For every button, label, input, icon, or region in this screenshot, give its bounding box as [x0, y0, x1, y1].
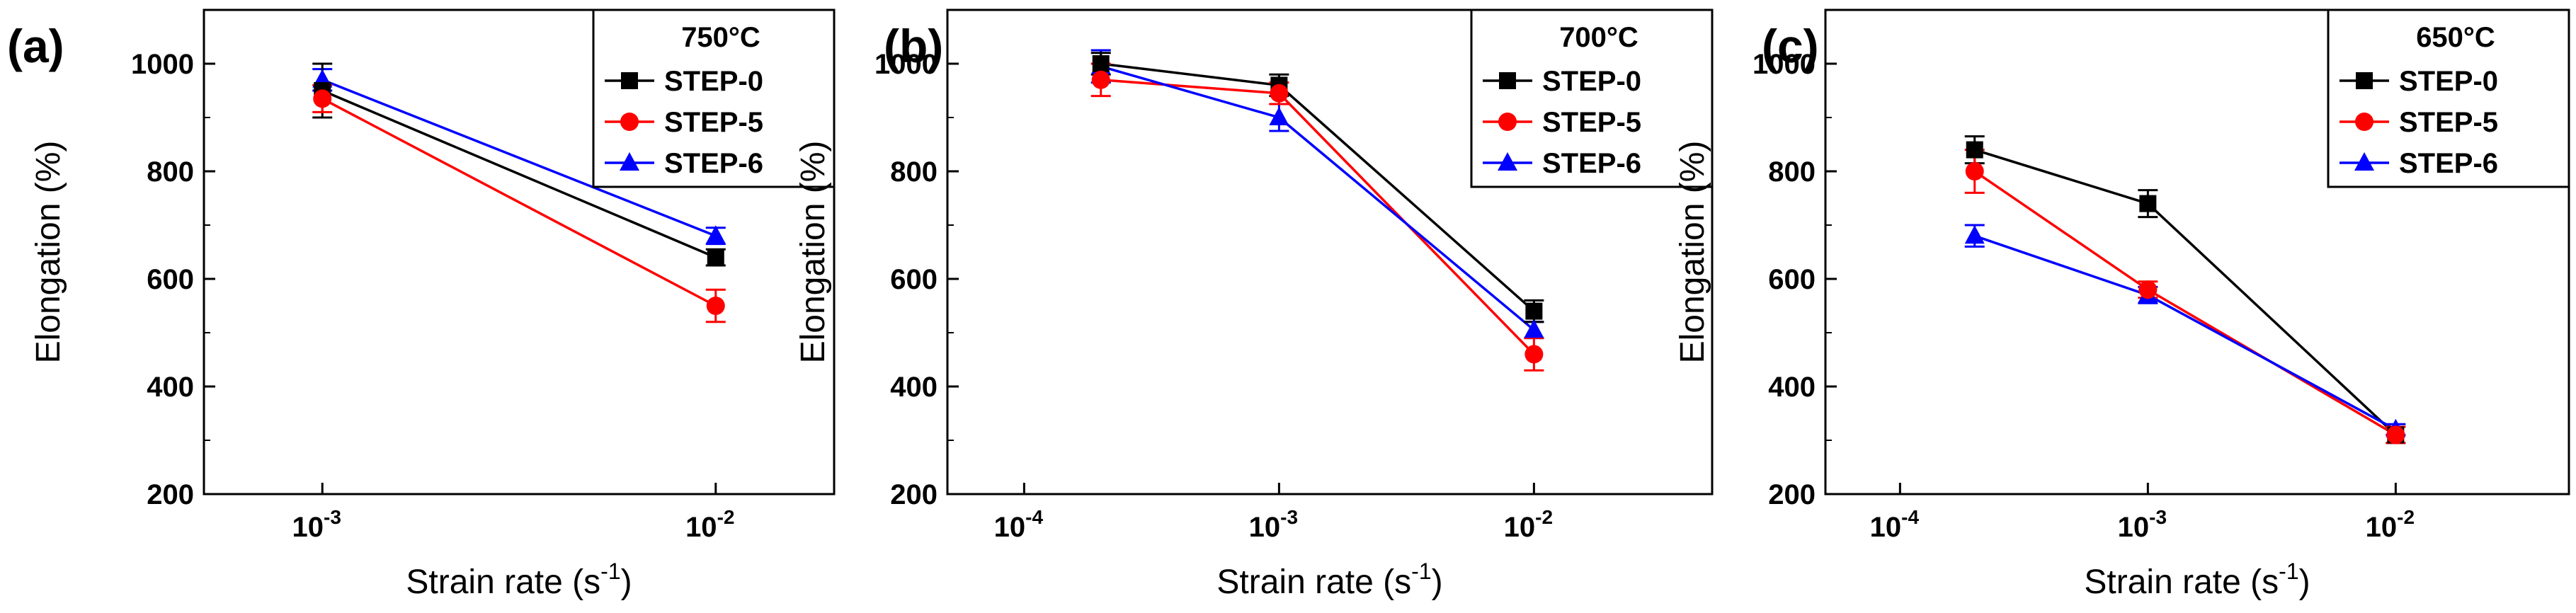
series-line-step-6: [1100, 65, 1535, 331]
legend-marker-step-6: [2354, 152, 2374, 171]
legend-marker-step-6: [620, 152, 639, 171]
y-axis-title: Elongation (%): [794, 141, 832, 364]
legend-marker-step-0: [621, 72, 638, 89]
y-tick-label: 600: [1768, 264, 1816, 295]
y-tick-label: 1000: [131, 49, 194, 80]
data-point-step-5: [2386, 425, 2405, 445]
y-tick-label: 800: [1768, 156, 1816, 188]
series-line-step-5: [1100, 79, 1535, 355]
panel-c: (c) 200 400 600 800 1000 10-4 10-3 10-2 Strain ra…: [1674, 8, 2570, 601]
panel-b: (b) 200 400 600 800 1000 10-4 10-3 10-2 Strain ra…: [794, 8, 1714, 601]
series-line-step-0: [1974, 148, 2397, 436]
plot-frame: [946, 8, 1714, 495]
data-point-step-0: [1966, 141, 1983, 159]
x-tick-label: 10-3: [2118, 506, 2167, 543]
legend-label: STEP-6: [664, 148, 763, 179]
data-point-step-5: [313, 89, 332, 108]
data-point-step-5: [1270, 84, 1289, 103]
legend-title: 750°C: [681, 22, 760, 53]
x-axis-title: Strain rate (s-1): [406, 558, 632, 601]
x-tick-label: 10-3: [292, 506, 341, 543]
y-axis-title: Elongation (%): [1674, 141, 1711, 364]
series-line-step-6: [321, 79, 717, 237]
y-tick-label: 400: [890, 372, 937, 403]
y-tick-label: 200: [1768, 479, 1816, 510]
x-tick-label: 10-2: [2366, 506, 2415, 543]
data-point-step-6: [705, 225, 726, 244]
legend-label: STEP-5: [664, 107, 763, 138]
series-line-step-0: [321, 89, 717, 259]
y-tick-label: 1000: [1753, 49, 1816, 80]
data-point-step-6: [1269, 107, 1289, 125]
legend-marker-step-5: [2355, 113, 2373, 131]
y-tick-label: 400: [147, 372, 194, 403]
legend-marker-step-0: [1499, 72, 1516, 89]
series-line-step-0: [1100, 62, 1535, 312]
legend-box: [592, 8, 836, 188]
data-point-step-5: [1091, 70, 1110, 89]
data-point-step-0: [2139, 195, 2157, 212]
data-point-step-5: [2138, 280, 2158, 299]
panel-label: (a): [7, 20, 64, 72]
y-tick-label: 400: [1768, 372, 1816, 403]
legend-marker-step-0: [2356, 72, 2373, 89]
y-tick-label: 800: [890, 156, 937, 188]
x-tick-label: 10-2: [685, 506, 734, 543]
panel-a: (a) 200 400 600 800 1000 10-3 10-2 Strain rate (…: [7, 8, 836, 601]
legend-box: [1470, 8, 1714, 188]
legend-title: 650°C: [2416, 22, 2495, 53]
legend-marker-step-5: [620, 113, 639, 131]
x-axis-title: Strain rate (s-1): [2084, 558, 2310, 601]
x-tick-label: 10-3: [1249, 506, 1298, 543]
x-tick-label: 10-4: [1870, 506, 1920, 543]
plot-frame: [1824, 8, 2570, 495]
legend-label: STEP-5: [2399, 107, 2498, 138]
series-line-step-5: [321, 97, 717, 307]
legend-box: [2327, 8, 2570, 188]
legend-label: STEP-0: [2399, 66, 2498, 97]
data-point-step-0: [707, 248, 724, 266]
legend-marker-step-5: [1498, 113, 1517, 131]
x-tick-label: 10-4: [994, 506, 1044, 543]
panel-label: (b): [884, 20, 943, 72]
data-point-step-6: [1524, 319, 1544, 338]
y-tick-label: 800: [147, 156, 194, 188]
y-tick-label: 200: [147, 479, 194, 510]
x-axis-title: Strain rate (s-1): [1216, 558, 1442, 601]
plot-frame: [203, 8, 836, 495]
data-point-step-0: [1525, 302, 1543, 320]
legend-label: STEP-6: [1542, 148, 1641, 179]
panel-label: (c): [1762, 20, 1819, 72]
data-point-step-5: [706, 297, 725, 315]
data-point-step-5: [1965, 162, 1984, 181]
legend-label: STEP-6: [2399, 148, 2498, 179]
x-tick-label: 10-2: [1504, 506, 1553, 543]
data-point-step-5: [1524, 345, 1544, 364]
legend-marker-step-6: [1498, 152, 1517, 171]
legend-label: STEP-0: [1542, 66, 1641, 97]
y-tick-label: 200: [890, 479, 937, 510]
legend-label: STEP-5: [1542, 107, 1641, 138]
y-tick-label: 1000: [874, 49, 937, 80]
y-tick-label: 600: [890, 264, 937, 295]
data-point-step-6: [1964, 225, 1985, 244]
series-line-step-6: [1974, 234, 2397, 431]
y-tick-label: 600: [147, 264, 194, 295]
data-point-step-0: [1092, 55, 1110, 72]
legend-label: STEP-0: [664, 66, 763, 97]
y-axis-title: Elongation (%): [30, 141, 67, 364]
legend-title: 700°C: [1559, 22, 1639, 53]
